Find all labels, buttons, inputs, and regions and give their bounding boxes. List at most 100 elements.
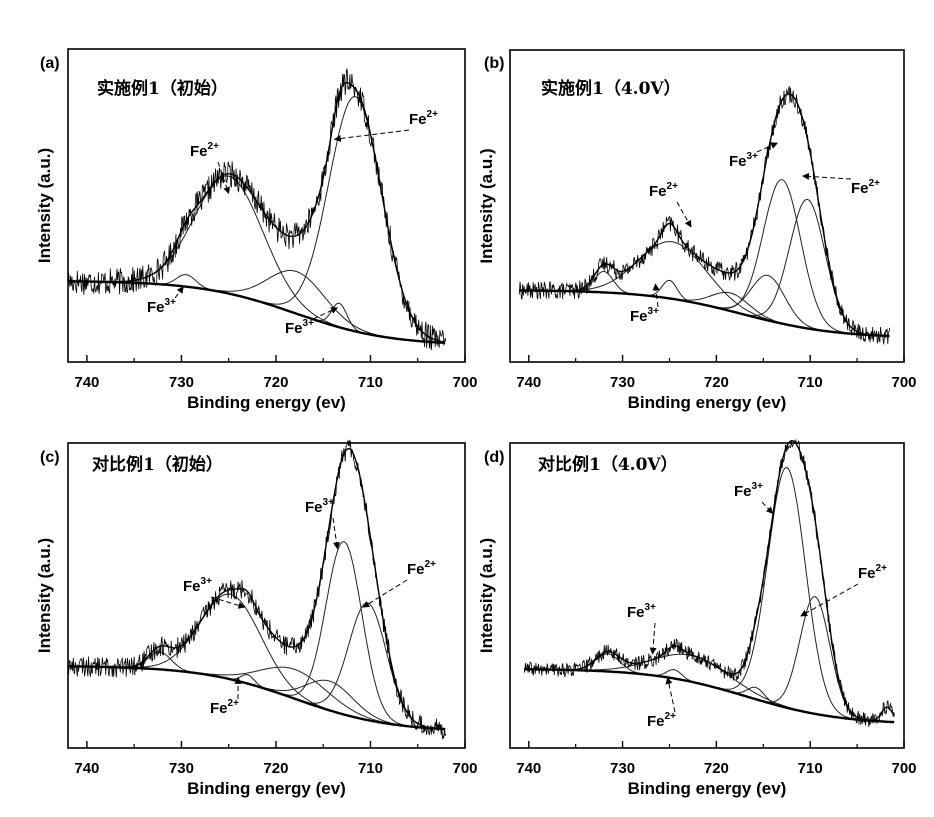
x-axis-title: Binding energy (ev) — [628, 393, 787, 412]
annotation-superscript: 2+ — [665, 711, 677, 722]
annotation-arrow — [652, 283, 660, 308]
y-axis-title: Intensity (a.u.) — [35, 538, 54, 653]
panel-label: (c) — [40, 449, 60, 466]
annotation-label: Fe2+ — [190, 141, 219, 160]
x-tick-label: 730 — [610, 760, 635, 777]
x-tick-label: 700 — [452, 760, 477, 777]
x-tick-label: 700 — [891, 760, 916, 777]
fit-component-fe3- — [519, 179, 890, 337]
annotation-superscript: 3+ — [165, 297, 177, 308]
annotation-arrow — [174, 286, 184, 299]
annotation-superscript: 2+ — [425, 559, 437, 570]
fit-component-fe2- — [68, 602, 446, 730]
plot-frame — [509, 49, 905, 363]
fit-component-satellite — [68, 651, 446, 730]
fit-component-fe3- — [68, 541, 446, 730]
y-axis-title: Intensity (a.u.) — [35, 148, 54, 263]
annotation-arrow — [800, 583, 859, 617]
annotation-label: Fe2+ — [851, 178, 880, 197]
annotation-label: Fe3+ — [734, 481, 763, 500]
annotation-label: Fe2+ — [409, 109, 438, 128]
annotation-arrow — [761, 501, 774, 514]
annotation-label: Fe3+ — [147, 297, 176, 316]
raw-spectrum — [519, 86, 891, 345]
annotation-label: Fe2+ — [407, 559, 436, 578]
x-tick-label: 740 — [516, 760, 541, 777]
annotation-arrow — [333, 129, 410, 142]
annotation-superscript: 2+ — [667, 181, 679, 192]
y-axis-title: Intensity (a.u.) — [477, 538, 496, 653]
fit-component-satellite — [68, 665, 446, 730]
annotation-label: Fe2+ — [647, 711, 676, 730]
annotation-arrow — [332, 517, 340, 550]
fit-component-fe2- — [68, 665, 446, 730]
x-tick-label: 720 — [704, 374, 729, 391]
fit-envelope — [68, 82, 446, 343]
annotation-label: Fe2+ — [210, 698, 239, 717]
annotation-superscript: 2+ — [427, 109, 439, 120]
annotation-label: Fe3+ — [729, 151, 758, 170]
annotation-superscript: 3+ — [752, 481, 764, 492]
x-tick-label: 730 — [610, 374, 635, 391]
x-tick-label: 720 — [263, 374, 288, 391]
annotation-arrow — [649, 622, 657, 655]
baseline — [68, 665, 446, 731]
x-axis-title: Binding energy (ev) — [628, 779, 787, 798]
plot-frame — [67, 48, 466, 363]
annotation-arrow — [801, 172, 852, 180]
plot-frame — [67, 442, 466, 749]
annotation-superscript: 3+ — [645, 602, 657, 613]
annotation-superscript: 3+ — [303, 318, 315, 329]
annotation-superscript: 2+ — [228, 698, 240, 709]
plot-frame — [509, 442, 905, 749]
y-axis-title: Intensity (a.u.) — [477, 148, 496, 263]
annotation-label: Fe3+ — [627, 602, 656, 621]
annotation-label: Fe3+ — [305, 497, 334, 516]
fit-component-fe3- — [68, 665, 446, 730]
x-tick-label: 740 — [516, 374, 541, 391]
x-tick-label: 710 — [798, 760, 823, 777]
raw-spectrum — [67, 439, 447, 740]
x-tick-label: 720 — [263, 760, 288, 777]
x-tick-label: 730 — [169, 760, 194, 777]
x-axis-title: Binding energy (ev) — [187, 779, 346, 798]
annotation-superscript: 2+ — [869, 178, 881, 189]
chart-panel-c: 740 730 720 710 700 Binding energy (ev) Intens… — [35, 439, 478, 798]
panel-label: (b) — [484, 55, 504, 72]
x-tick-label: 710 — [358, 374, 383, 391]
annotation-label: Fe3+ — [285, 318, 314, 337]
x-tick-label: 720 — [704, 760, 729, 777]
annotation-arrow — [665, 676, 676, 713]
chart-panel-d: 740 730 720 710 700 Binding energy (ev) Intens… — [477, 438, 917, 798]
annotation-arrow — [210, 596, 246, 609]
x-tick-label: 740 — [74, 374, 99, 391]
fit-component-fe2- — [68, 95, 446, 343]
chart-panel-a: 740 730 720 710 700 Binding energy (ev) Intens… — [35, 48, 478, 412]
annotation-superscript: 2+ — [876, 563, 888, 574]
x-tick-label: 740 — [74, 760, 99, 777]
annotation-label: Fe3+ — [630, 306, 659, 325]
raw-spectrum — [523, 438, 895, 728]
x-tick-label: 730 — [169, 374, 194, 391]
x-tick-label: 710 — [798, 374, 823, 391]
chart-panel-b: 740 730 720 710 700 Binding energy (ev) Intens… — [477, 49, 917, 412]
sample-title: 对比例1（初始） — [92, 454, 223, 475]
annotation-label: Fe2+ — [858, 563, 887, 582]
annotation-superscript: 3+ — [648, 306, 660, 317]
annotation-arrow — [362, 579, 408, 608]
annotation-arrow — [312, 307, 339, 320]
annotation-arrow — [756, 142, 778, 153]
fit-envelope — [519, 93, 890, 337]
annotation-superscript: 2+ — [208, 141, 220, 152]
panel-label: (d) — [484, 449, 504, 466]
panel-label: (a) — [40, 55, 60, 72]
raw-spectrum — [67, 68, 447, 351]
sample-title: 实施例1（初始） — [97, 78, 228, 99]
x-axis-title: Binding energy (ev) — [187, 393, 346, 412]
sample-title: 对比例1（4.0V） — [538, 454, 678, 475]
annotation-label: Fe2+ — [649, 181, 678, 200]
annotation-label: Fe3+ — [183, 576, 212, 595]
x-tick-label: 700 — [452, 374, 477, 391]
x-tick-label: 700 — [891, 374, 916, 391]
